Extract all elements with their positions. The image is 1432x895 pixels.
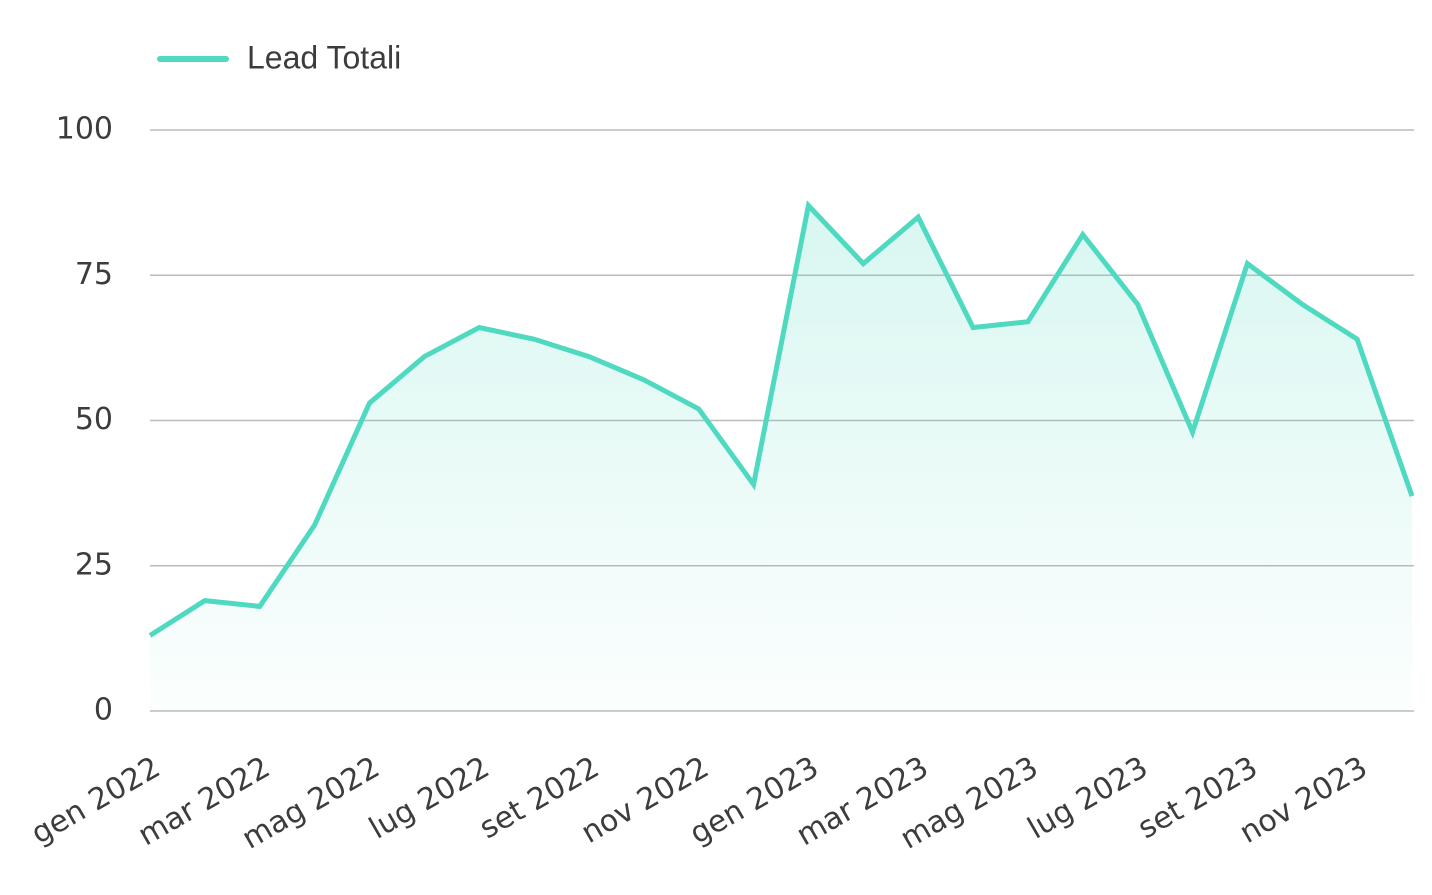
y-tick-label: 100 xyxy=(56,112,113,147)
y-tick-label: 50 xyxy=(75,402,113,437)
y-tick-label: 0 xyxy=(94,693,113,728)
y-tick-label: 25 xyxy=(75,547,113,582)
legend-label: Lead Totali xyxy=(247,39,401,75)
line xyxy=(148,200,1415,638)
x-tick-label: lug 2022 xyxy=(363,750,495,846)
x-tick-label: lug 2023 xyxy=(1022,750,1154,846)
area xyxy=(150,205,1412,711)
y-tick-label: 75 xyxy=(75,257,113,292)
